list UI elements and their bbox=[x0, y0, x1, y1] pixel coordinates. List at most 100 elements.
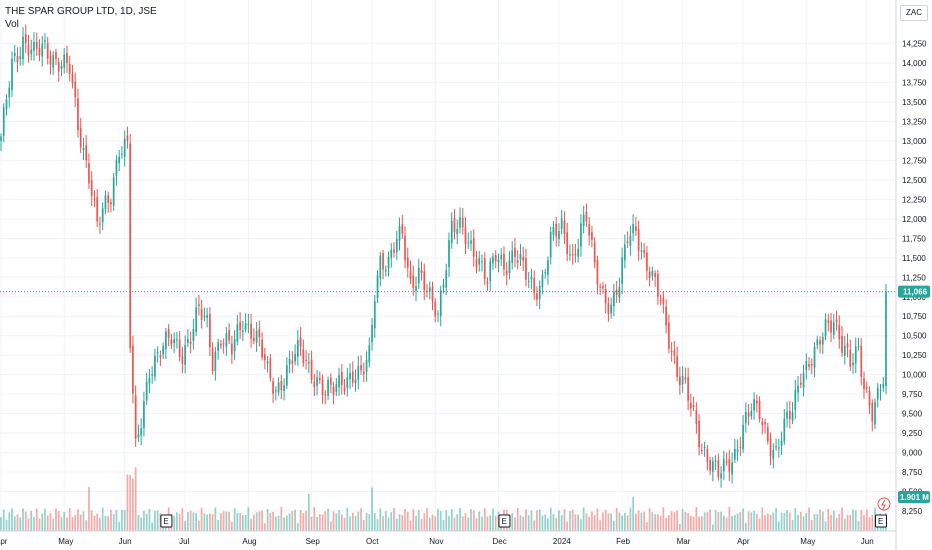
volume-bar bbox=[285, 515, 288, 531]
candle bbox=[819, 336, 821, 354]
volume-bar bbox=[569, 511, 571, 531]
price-tick-label: 11,250 bbox=[902, 273, 926, 282]
volume-bar bbox=[266, 509, 269, 531]
volume-bar bbox=[412, 509, 415, 531]
candle bbox=[448, 232, 450, 278]
candle bbox=[280, 374, 283, 400]
alert-icon[interactable] bbox=[877, 497, 891, 511]
candle bbox=[93, 190, 96, 208]
volume-bar bbox=[409, 520, 412, 531]
candle bbox=[74, 72, 77, 108]
candle bbox=[170, 333, 173, 349]
candle bbox=[714, 455, 717, 471]
volume-bar bbox=[442, 519, 445, 531]
candle bbox=[475, 250, 478, 274]
candle bbox=[434, 297, 437, 323]
candle bbox=[222, 338, 225, 354]
volume-bar bbox=[632, 496, 634, 531]
volume-bar bbox=[695, 507, 698, 531]
earnings-marker[interactable]: E bbox=[498, 514, 511, 528]
candle bbox=[404, 226, 406, 269]
candle bbox=[841, 326, 843, 357]
price-tick-label: 12,750 bbox=[902, 156, 927, 165]
candle bbox=[662, 291, 665, 314]
candle bbox=[519, 243, 522, 267]
volume-bar bbox=[242, 515, 244, 531]
volume-bar bbox=[104, 515, 107, 531]
volume-bar bbox=[585, 513, 588, 531]
volume-bar bbox=[77, 509, 79, 531]
volume-bar bbox=[269, 512, 272, 531]
candle bbox=[123, 130, 126, 167]
earnings-marker[interactable]: E bbox=[160, 514, 173, 528]
candle bbox=[876, 382, 879, 408]
volume-bar bbox=[637, 510, 640, 531]
candle bbox=[296, 330, 299, 366]
volume-bar bbox=[709, 509, 711, 531]
volume-bar bbox=[244, 514, 247, 531]
volume-bar bbox=[516, 507, 519, 531]
volume-bar bbox=[225, 511, 228, 531]
volume-bar bbox=[255, 512, 258, 531]
volume-bar bbox=[599, 520, 602, 531]
volume-bar bbox=[134, 467, 137, 531]
candle bbox=[107, 191, 110, 213]
volume-bar bbox=[588, 517, 591, 531]
candle bbox=[541, 269, 544, 295]
candle bbox=[536, 286, 538, 306]
candle bbox=[538, 280, 541, 310]
candle bbox=[736, 439, 739, 462]
volume-bar bbox=[624, 512, 626, 531]
candle bbox=[722, 450, 725, 481]
volume-bar bbox=[423, 513, 426, 531]
candle bbox=[648, 266, 651, 287]
candle bbox=[852, 353, 854, 374]
candle bbox=[508, 251, 511, 280]
volume-bar bbox=[810, 520, 813, 531]
candle bbox=[379, 251, 382, 287]
candle bbox=[96, 189, 99, 227]
candle bbox=[338, 367, 340, 396]
time-tick-label: Nov bbox=[429, 537, 443, 546]
volume-bar bbox=[755, 513, 758, 531]
candle bbox=[60, 60, 63, 77]
volume-bar bbox=[819, 509, 821, 531]
volume-bar bbox=[445, 510, 448, 531]
volume-bar bbox=[758, 518, 761, 531]
candle bbox=[121, 146, 123, 159]
price-axis[interactable]: 8,2508,5008,7509,0009,2509,5009,75010,00… bbox=[902, 40, 927, 516]
price-tick-label: 14,000 bbox=[902, 59, 927, 68]
volume-bar bbox=[316, 516, 318, 531]
candle bbox=[456, 219, 459, 245]
time-axis[interactable]: Apr May Jun Jul Aug Sep Oct Nov Dec 2024 Feb Mar Apr… bbox=[0, 537, 874, 546]
earnings-marker[interactable]: E bbox=[875, 514, 888, 528]
volume-bar bbox=[93, 515, 96, 531]
volume-bar bbox=[706, 512, 709, 531]
volume-bar bbox=[549, 507, 552, 531]
candle bbox=[585, 203, 588, 227]
candle bbox=[137, 424, 140, 443]
volume-bar bbox=[384, 511, 387, 531]
candle bbox=[813, 342, 816, 378]
volume-bar bbox=[640, 512, 643, 531]
volume-bar bbox=[744, 522, 747, 531]
volume-bar bbox=[701, 516, 703, 531]
volume-bar bbox=[2, 509, 5, 531]
currency-button[interactable]: ZAC bbox=[900, 5, 928, 21]
candle bbox=[470, 230, 472, 251]
volume-bar bbox=[277, 515, 280, 531]
candle bbox=[129, 134, 132, 353]
candle bbox=[401, 214, 404, 239]
candle bbox=[530, 268, 533, 290]
price-tick-label: 8,250 bbox=[902, 507, 923, 516]
candle bbox=[332, 381, 335, 405]
candle bbox=[761, 417, 764, 435]
volume-bar bbox=[681, 509, 684, 531]
candle bbox=[459, 207, 461, 234]
volume-bar bbox=[646, 522, 648, 531]
candle bbox=[115, 154, 118, 186]
volume-bar bbox=[827, 508, 830, 531]
candle bbox=[55, 48, 57, 66]
candle bbox=[132, 335, 134, 404]
